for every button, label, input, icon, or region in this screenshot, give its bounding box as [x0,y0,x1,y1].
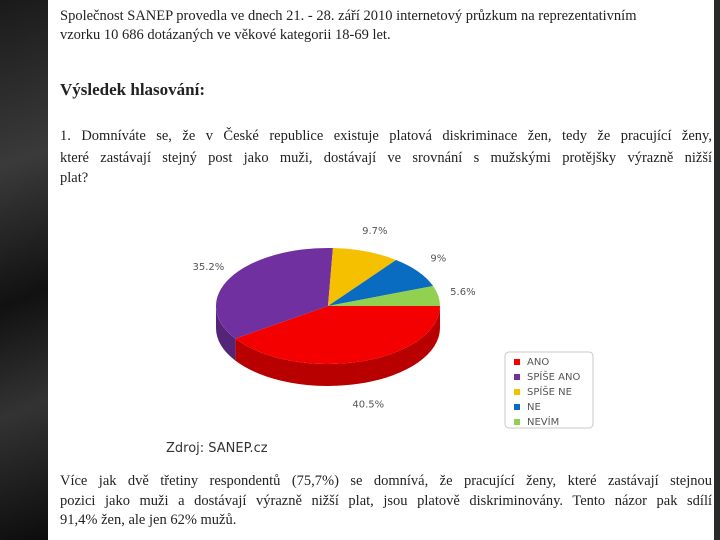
intro-line: vzorku 10 686 dotázaných ve věkové kateg… [60,27,391,43]
pie-slice [328,286,440,306]
legend-label: SPÍŠE ANO [527,370,580,383]
data-label: 5.6% [450,287,475,298]
edge [714,0,720,540]
pie-slice [235,306,440,364]
legend-swatch [514,419,520,425]
intro-line: Společnost SANEP provedla ve dnech 21. -… [60,8,637,24]
background-strip [0,0,48,540]
legend-label: SPÍŠE NE [527,385,572,398]
legend-swatch [514,359,520,365]
conclusion-line: Více jak dvě třetiny respondentů (75,7%)… [60,473,712,489]
conclusion-line: 91,4% žen, ale jen 62% mužů. [60,512,237,528]
pie-slice [328,259,434,306]
legend-label: NEVÍM [527,415,559,428]
data-label: 9.7% [362,226,387,237]
pie-side [216,306,236,361]
question-line: které zastávají stejný post jako muži, d… [60,150,712,166]
data-label: 40.5% [352,399,384,410]
legend-label: ANO [527,357,549,368]
pie-side [235,306,440,386]
pie-slice [328,248,397,306]
legend-label: NE [527,402,541,413]
legend-swatch [514,389,520,395]
data-label: 9% [430,254,446,265]
legend-box [504,351,594,429]
data-label: 35.2% [192,262,224,273]
legend-swatch [514,404,520,410]
conclusion-line: pozici jako muži a dostávají výrazně niž… [60,493,712,509]
question-line: plat? [60,170,89,186]
heading: Výsledek hlasování: [60,80,205,99]
legend-swatch [514,374,520,380]
source: Zdroj: SANEP.cz [166,441,268,456]
pie-slice [216,248,333,339]
question-line: 1. Domníváte se, že v České republice ex… [60,128,712,144]
